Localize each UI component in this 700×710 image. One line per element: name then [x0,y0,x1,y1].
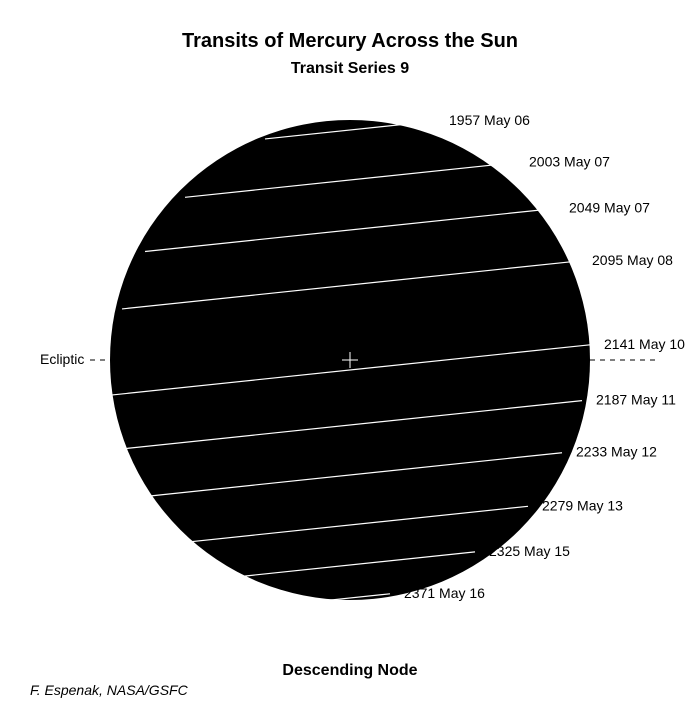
ecliptic-label: Ecliptic [40,351,84,367]
transit-date-label: 2187 May 11 [596,392,676,408]
transit-date-label: 2141 May 10 [604,336,685,352]
transit-date-label: 2233 May 12 [576,444,657,460]
transit-date-label: 2095 May 08 [592,252,673,268]
transit-date-label: 2279 May 13 [542,497,623,513]
transit-date-label: 2003 May 07 [529,154,610,170]
transit-date-label: 1957 May 06 [449,112,530,128]
transit-date-label: 2325 May 15 [489,543,570,559]
transit-date-label: 2371 May 16 [404,585,485,601]
transit-date-label: 2049 May 07 [569,199,650,215]
transit-diagram: 1957 May 06 2003 May 07 2049 May 07 2095 Ma… [0,0,700,710]
